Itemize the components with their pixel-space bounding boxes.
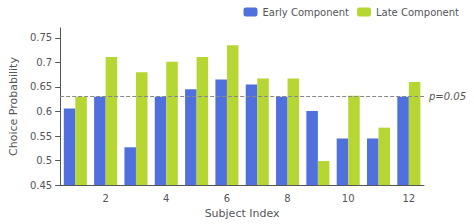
svg-text:10: 10 [342, 193, 355, 204]
svg-text:0.55: 0.55 [30, 131, 52, 142]
svg-text:12: 12 [402, 193, 415, 204]
svg-text:0.5: 0.5 [36, 155, 52, 166]
svg-text:Early Component: Early Component [263, 7, 350, 18]
svg-text:Subject Index: Subject Index [205, 207, 280, 220]
svg-text:0.6: 0.6 [36, 106, 52, 117]
svg-text:Choice Probability: Choice Probability [7, 57, 20, 156]
svg-text:Late Component: Late Component [376, 7, 459, 18]
svg-text:p=0.05: p=0.05 [428, 91, 466, 102]
svg-text:0.45: 0.45 [30, 180, 52, 191]
svg-text:0.7: 0.7 [36, 57, 52, 68]
svg-text:2: 2 [102, 193, 108, 204]
svg-text:8: 8 [284, 193, 290, 204]
svg-text:0.65: 0.65 [30, 81, 52, 92]
svg-text:6: 6 [224, 193, 230, 204]
svg-text:0.75: 0.75 [30, 32, 52, 43]
svg-text:4: 4 [163, 193, 169, 204]
